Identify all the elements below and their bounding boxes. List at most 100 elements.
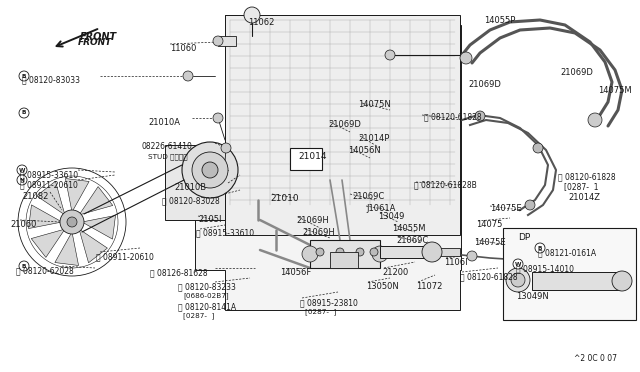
- Circle shape: [422, 242, 442, 262]
- Text: 21014: 21014: [298, 152, 326, 161]
- Circle shape: [17, 165, 27, 175]
- Bar: [380, 246, 430, 258]
- Text: 11072: 11072: [416, 282, 442, 291]
- Polygon shape: [36, 181, 65, 215]
- Circle shape: [525, 200, 535, 210]
- Text: [0287-  ]: [0287- ]: [183, 312, 214, 319]
- Circle shape: [316, 248, 324, 256]
- Text: FRONT: FRONT: [80, 32, 117, 42]
- Text: 14055M: 14055M: [392, 224, 426, 233]
- Text: Ⓑ 08120-61828B: Ⓑ 08120-61828B: [414, 180, 477, 189]
- Circle shape: [17, 175, 27, 185]
- Text: [0287-  ]: [0287- ]: [305, 308, 336, 315]
- Circle shape: [19, 261, 29, 271]
- Text: 21069D: 21069D: [468, 80, 501, 89]
- Circle shape: [467, 251, 477, 261]
- Circle shape: [60, 210, 84, 234]
- Bar: [290, 148, 322, 170]
- Text: B: B: [538, 246, 542, 250]
- Circle shape: [535, 243, 545, 253]
- Circle shape: [506, 268, 530, 292]
- Text: 14075E: 14075E: [474, 238, 506, 247]
- Circle shape: [533, 276, 543, 286]
- Text: Ⓑ 08120-83233: Ⓑ 08120-83233: [178, 282, 236, 291]
- Text: 13050N: 13050N: [366, 282, 399, 291]
- Text: STUD スタッド: STUD スタッド: [148, 153, 188, 160]
- Bar: [218, 36, 236, 46]
- Text: 14056F: 14056F: [280, 268, 311, 277]
- Text: 21014P: 21014P: [358, 134, 389, 143]
- Polygon shape: [29, 205, 62, 228]
- Text: 21069H: 21069H: [296, 216, 329, 225]
- Polygon shape: [55, 232, 79, 266]
- Text: 21010A: 21010A: [148, 118, 180, 127]
- Text: 21069D: 21069D: [328, 120, 361, 129]
- Text: 21069H: 21069H: [302, 228, 335, 237]
- Text: B: B: [22, 263, 26, 269]
- Text: 11060: 11060: [170, 44, 196, 53]
- Bar: [310, 240, 380, 268]
- Text: 14055P: 14055P: [484, 16, 515, 25]
- Polygon shape: [79, 187, 113, 215]
- Circle shape: [372, 246, 388, 262]
- Circle shape: [370, 248, 378, 256]
- Circle shape: [513, 259, 523, 269]
- Polygon shape: [79, 229, 108, 263]
- Circle shape: [573, 276, 583, 286]
- Circle shape: [511, 273, 525, 287]
- Circle shape: [543, 276, 553, 286]
- Circle shape: [533, 143, 543, 153]
- Text: 21082: 21082: [22, 192, 49, 201]
- Text: 2105I: 2105I: [198, 215, 221, 224]
- Text: Ⓑ 08120-83028: Ⓑ 08120-83028: [162, 196, 220, 205]
- Text: 14075M: 14075M: [598, 86, 632, 95]
- Bar: [225, 15, 460, 235]
- Text: Ⓑ 08126-81628: Ⓑ 08126-81628: [150, 268, 207, 277]
- Text: Ⓣ 08915-33610: Ⓣ 08915-33610: [20, 170, 78, 179]
- Circle shape: [183, 71, 193, 81]
- Circle shape: [182, 142, 238, 198]
- Circle shape: [563, 276, 573, 286]
- Circle shape: [612, 271, 632, 291]
- Circle shape: [356, 248, 364, 256]
- Text: Ⓑ 08120-61828: Ⓑ 08120-61828: [460, 272, 518, 281]
- Polygon shape: [31, 229, 65, 257]
- Circle shape: [585, 276, 595, 286]
- Text: 13049: 13049: [378, 212, 404, 221]
- Text: 13049N: 13049N: [516, 292, 548, 301]
- Text: W: W: [19, 167, 25, 173]
- Text: Ⓣ 08915-14010: Ⓣ 08915-14010: [516, 264, 574, 273]
- Bar: [330, 252, 358, 268]
- Text: ^2 0C 0 07: ^2 0C 0 07: [574, 354, 617, 363]
- Text: W: W: [515, 262, 521, 266]
- Text: [0686-02B7]: [0686-02B7]: [183, 292, 228, 299]
- Text: [0287-  1: [0287- 1: [564, 182, 598, 191]
- Text: Ⓑ 08120-61828: Ⓑ 08120-61828: [424, 112, 482, 121]
- Text: 21200: 21200: [382, 268, 408, 277]
- Circle shape: [553, 276, 563, 286]
- Circle shape: [460, 52, 472, 64]
- Text: Ⓑ 08120-83033: Ⓑ 08120-83033: [22, 75, 80, 84]
- Text: 14075: 14075: [476, 220, 502, 229]
- Circle shape: [545, 251, 555, 261]
- Circle shape: [221, 143, 231, 153]
- Text: 21069D: 21069D: [560, 68, 593, 77]
- Text: 21014Z: 21014Z: [568, 193, 600, 202]
- Polygon shape: [82, 215, 115, 239]
- Circle shape: [336, 248, 344, 256]
- Text: FRONT: FRONT: [78, 38, 112, 47]
- Circle shape: [67, 217, 77, 227]
- Text: N: N: [20, 177, 24, 183]
- Circle shape: [213, 36, 223, 46]
- Polygon shape: [65, 179, 89, 212]
- Text: Ⓑ 08121-0161A: Ⓑ 08121-0161A: [538, 248, 596, 257]
- Text: 08226-61410: 08226-61410: [142, 142, 193, 151]
- Bar: [430, 248, 460, 256]
- Circle shape: [475, 111, 485, 121]
- Text: DP: DP: [518, 233, 531, 242]
- Text: 14075E: 14075E: [490, 204, 522, 213]
- Text: 21010: 21010: [270, 194, 299, 203]
- Circle shape: [19, 71, 29, 81]
- Text: Ⓣ 08915-33610: Ⓣ 08915-33610: [196, 228, 254, 237]
- Circle shape: [302, 246, 318, 262]
